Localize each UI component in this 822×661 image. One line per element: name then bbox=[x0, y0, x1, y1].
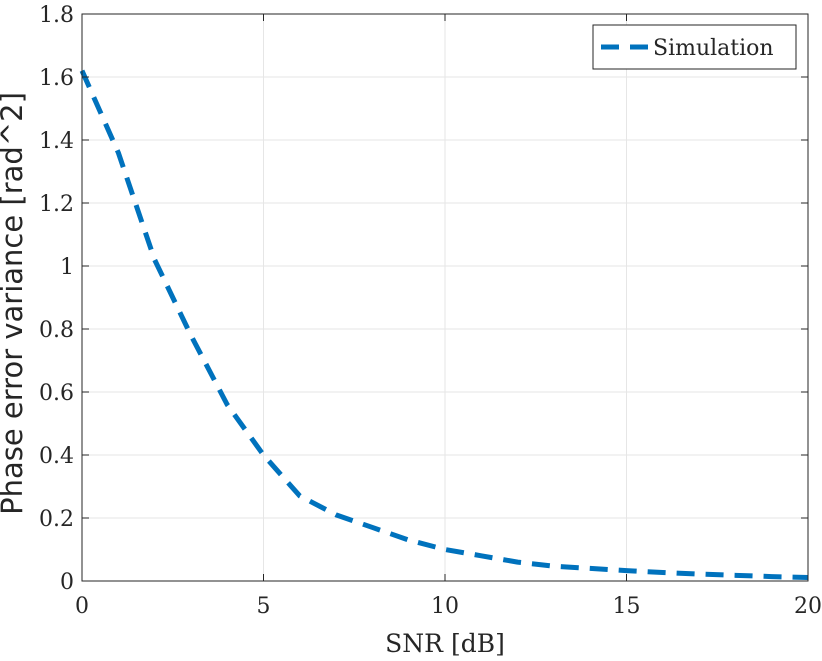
legend-label-simulation: Simulation bbox=[653, 36, 774, 61]
x-tick-label: 15 bbox=[613, 594, 641, 619]
y-tick-label: 0 bbox=[60, 570, 74, 595]
y-tick-label: 1.4 bbox=[39, 129, 74, 154]
series-layer bbox=[79, 69, 809, 581]
tick-marks bbox=[81, 13, 809, 582]
legend: Simulation bbox=[592, 24, 797, 70]
y-tick-label: 1 bbox=[60, 255, 74, 280]
y-tick-labels: 0 0.2 0.4 0.6 0.8 1 1.2 1.4 1.6 1.8 bbox=[39, 3, 74, 595]
grid-lines bbox=[82, 14, 808, 581]
x-tick-label: 20 bbox=[794, 594, 822, 619]
x-tick-label: 5 bbox=[257, 594, 271, 619]
y-tick-label: 1.8 bbox=[39, 3, 74, 28]
x-tick-label: 10 bbox=[431, 594, 459, 619]
y-tick-label: 1.2 bbox=[39, 192, 74, 217]
x-tick-labels: 0 5 10 15 20 bbox=[75, 594, 822, 619]
x-tick-label: 0 bbox=[75, 594, 89, 619]
y-tick-label: 0.8 bbox=[39, 318, 74, 343]
y-tick-label: 1.6 bbox=[39, 66, 74, 91]
legend-box bbox=[592, 24, 797, 70]
y-tick-label: 0.6 bbox=[39, 381, 74, 406]
y-axis-title: Phase error variance [rad^2] bbox=[0, 92, 29, 515]
y-tick-label: 0.2 bbox=[39, 507, 74, 532]
x-axis-title: SNR [dB] bbox=[385, 629, 505, 658]
y-tick-label: 0.4 bbox=[39, 444, 74, 469]
series-line-simulation bbox=[79, 69, 809, 581]
